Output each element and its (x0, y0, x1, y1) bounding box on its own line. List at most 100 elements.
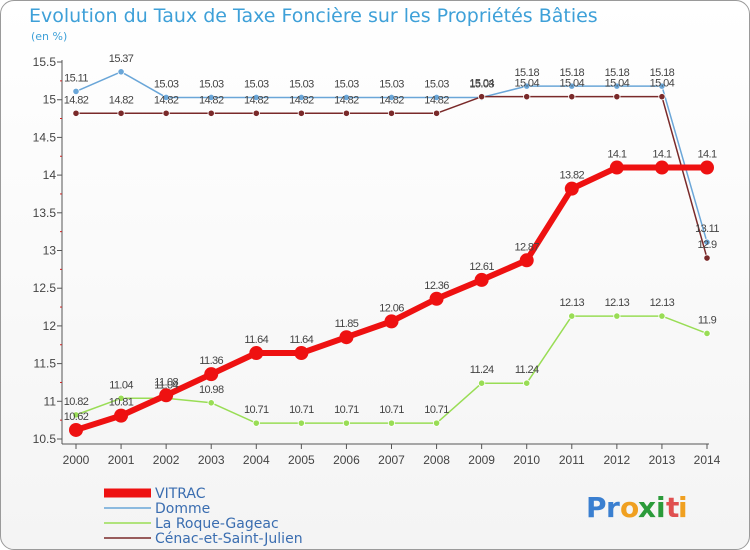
x-tick-label: 2010 (513, 453, 540, 467)
data-label: 11.04 (109, 379, 133, 391)
data-point (117, 394, 125, 402)
data-label: 10.71 (244, 404, 269, 416)
data-point (568, 312, 576, 320)
data-point (387, 93, 396, 102)
legend-label: La Roque-Gageac (155, 516, 279, 532)
data-label: 14.1 (607, 149, 626, 161)
data-label: 15.03 (334, 78, 359, 90)
y-tick-label: 13.5 (33, 206, 57, 220)
legend-label: Cénac-et-Saint-Julien (155, 531, 303, 547)
data-label: 10.62 (64, 411, 89, 423)
data-point (658, 312, 666, 320)
data-label: 12.9 (697, 239, 716, 251)
data-point (252, 419, 260, 427)
logo-letter: t (666, 491, 679, 524)
data-point (613, 312, 621, 320)
data-point (72, 109, 80, 117)
chart-title: Evolution du Taux de Taxe Foncière sur l… (29, 5, 598, 27)
data-point (297, 93, 305, 102)
chart-subtitle: (en %) (31, 30, 68, 43)
y-tick-label: 15.5 (33, 55, 57, 69)
data-label: 11.36 (199, 355, 223, 367)
data-label: 15.04 (650, 78, 675, 90)
data-label: 15.04 (469, 78, 494, 90)
logo-letter: P (586, 491, 607, 524)
data-label: 10.71 (379, 404, 404, 416)
data-label: 12.13 (650, 297, 675, 309)
data-label: 15.04 (560, 78, 585, 90)
x-tick-label: 2007 (378, 453, 405, 467)
data-label: 11.9 (698, 314, 717, 326)
data-label: 15.03 (469, 78, 494, 90)
data-point (297, 109, 305, 117)
data-point (703, 254, 711, 262)
data-point (523, 82, 531, 90)
data-label: 10.71 (289, 404, 314, 416)
x-tick-label: 2001 (108, 453, 135, 467)
data-labels-layer: 10.62 10.81 11.08 11.36 11.64 11.64 11.85 12.06… (64, 53, 720, 423)
data-label: 15.37 (109, 53, 134, 65)
series-layer (69, 68, 714, 437)
data-label: 11.08 (154, 376, 178, 388)
data-label: 14.1 (652, 149, 671, 161)
y-tick-label: 14.5 (33, 130, 57, 144)
data-label: 12.13 (560, 297, 585, 309)
data-point (384, 314, 399, 329)
data-point (703, 238, 711, 246)
legend-label: VITRAC (155, 486, 206, 502)
data-point (703, 329, 711, 338)
data-point (609, 160, 624, 175)
x-tick-label: 2003 (198, 453, 225, 467)
data-point (162, 109, 170, 117)
data-point (117, 109, 125, 117)
data-point (613, 93, 621, 101)
data-label: 15.18 (560, 67, 585, 79)
x-tick-label: 2004 (243, 453, 270, 467)
data-point (568, 82, 576, 90)
x-tick-label: 2000 (63, 453, 90, 467)
data-label: 10.81 (109, 397, 134, 409)
data-point (339, 330, 354, 345)
y-tick-label: 15 (43, 93, 57, 107)
data-label: 14.82 (154, 94, 179, 106)
data-label: 15.04 (605, 78, 630, 90)
data-label: 14.1 (697, 149, 716, 161)
x-tick-label: 2008 (423, 453, 450, 467)
data-point (478, 379, 486, 387)
logo-letter: i (656, 491, 666, 524)
data-label: 10.98 (199, 384, 224, 396)
data-point (432, 419, 441, 427)
data-point (342, 93, 351, 102)
data-point (474, 272, 489, 287)
data-label: 14.82 (244, 94, 269, 106)
x-tick-label: 2012 (604, 453, 631, 467)
data-label: 14.82 (334, 94, 359, 106)
data-label: 14.82 (64, 94, 89, 106)
data-point (658, 82, 666, 90)
y-tick-label: 14 (43, 168, 57, 182)
data-point (294, 346, 309, 361)
logo-letter: x (638, 491, 656, 524)
data-point (658, 93, 666, 101)
data-label: 15.18 (650, 67, 675, 79)
data-label: 12.87 (514, 241, 539, 253)
data-label: 15.03 (379, 78, 404, 90)
x-tick-label: 2005 (288, 453, 315, 467)
data-label: 11.24 (515, 364, 539, 376)
data-label: 15.03 (199, 78, 224, 90)
data-label: 11.64 (289, 334, 313, 346)
x-tick-label: 2013 (649, 453, 676, 467)
legend-label: Domme (155, 501, 210, 517)
data-point (342, 109, 351, 117)
data-point (159, 388, 174, 403)
logo-letter: o (620, 491, 639, 524)
y-tick-label: 11 (44, 394, 57, 408)
data-point (432, 93, 441, 102)
data-point (613, 82, 621, 90)
data-label: 10.71 (424, 404, 449, 416)
data-point (654, 160, 669, 175)
data-point (69, 422, 83, 437)
